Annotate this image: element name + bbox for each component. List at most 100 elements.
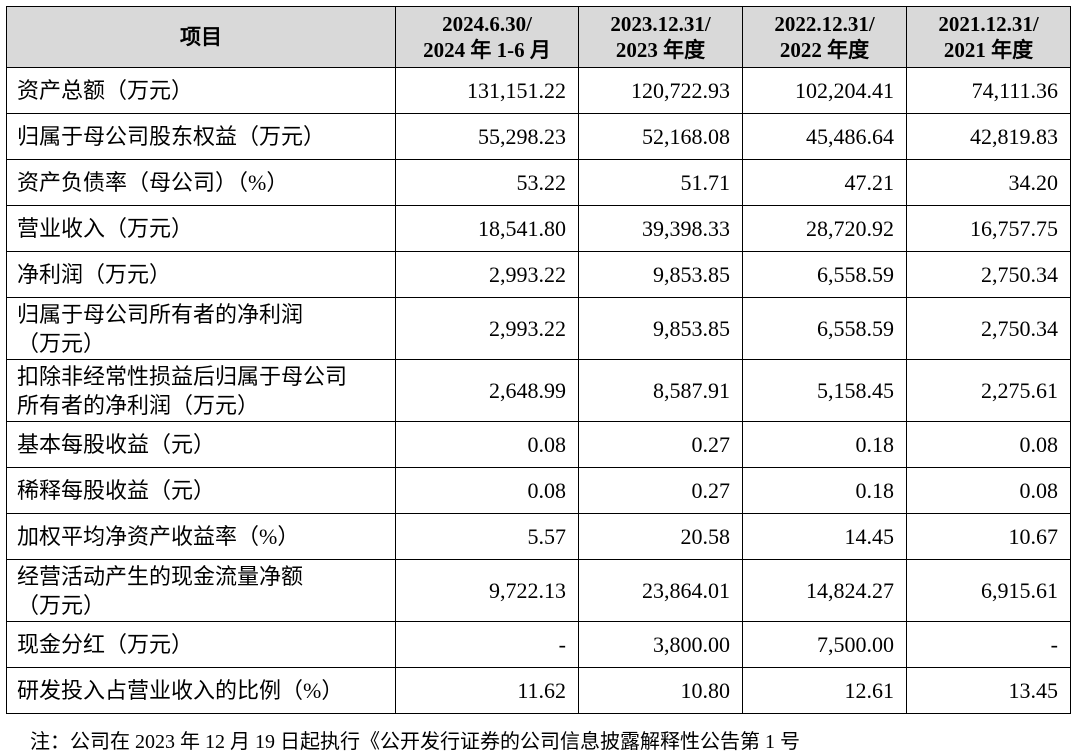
cell-value: 0.08: [395, 421, 579, 468]
header-period-line2: 2024 年 1-6 月: [423, 38, 551, 62]
row-label: 归属于母公司所有者的净利润 （万元）: [6, 297, 396, 360]
cell-value: 42,819.83: [906, 113, 1071, 160]
row-label-line2: （万元）: [17, 330, 106, 356]
row-label: 稀释每股收益（元）: [6, 467, 396, 514]
cell-value: 18,541.80: [395, 205, 579, 252]
header-period-2022: 2022.12.31/2022 年度: [742, 6, 907, 68]
cell-value: 9,722.13: [395, 559, 579, 622]
cell-value: 8,587.91: [578, 359, 743, 422]
cell-value: 2,993.22: [395, 251, 579, 298]
cell-value: 16,757.75: [906, 205, 1071, 252]
cell-value: 0.08: [906, 421, 1071, 468]
cell-value: 6,558.59: [742, 251, 907, 298]
row-label: 经营活动产生的现金流量净额 （万元）: [6, 559, 396, 622]
cell-value: 131,151.22: [395, 67, 579, 114]
header-period-2024h1: 2024.6.30/2024 年 1-6 月: [395, 6, 579, 68]
row-label: 研发投入占营业收入的比例（%）: [6, 667, 396, 714]
cell-value: 53.22: [395, 159, 579, 206]
cell-value: 2,750.34: [906, 251, 1071, 298]
cell-value: 55,298.23: [395, 113, 579, 160]
header-period-line2: 2021 年度: [943, 38, 1034, 62]
cell-value: 12.61: [742, 667, 907, 714]
cell-value: 20.58: [578, 513, 743, 560]
row-label: 基本每股收益（元）: [6, 421, 396, 468]
cell-value: 2,648.99: [395, 359, 579, 422]
cell-value: 0.08: [395, 467, 579, 514]
cell-value: 10.80: [578, 667, 743, 714]
cell-value: 9,853.85: [578, 297, 743, 360]
table-row: 资产总额（万元） 131,151.22 120,722.93 102,204.4…: [6, 67, 1071, 114]
cell-value: 0.18: [742, 467, 907, 514]
header-period-2021: 2021.12.31/2021 年度: [906, 6, 1071, 68]
cell-value: 102,204.41: [742, 67, 907, 114]
table-row: 稀释每股收益（元） 0.08 0.27 0.18 0.08: [6, 467, 1071, 514]
cell-value: 74,111.36: [906, 67, 1071, 114]
cell-value: 0.27: [578, 467, 743, 514]
cell-value: 120,722.93: [578, 67, 743, 114]
table-row: 归属于母公司股东权益（万元） 55,298.23 52,168.08 45,48…: [6, 113, 1071, 160]
table-row: 现金分红（万元） - 3,800.00 7,500.00 -: [6, 621, 1071, 668]
cell-value: 0.08: [906, 467, 1071, 514]
row-label: 资产负债率（母公司）（%）: [6, 159, 396, 206]
cell-value: 3,800.00: [578, 621, 743, 668]
cell-value: 51.71: [578, 159, 743, 206]
cell-value: 2,993.22: [395, 297, 579, 360]
table-header-row: 项目 2024.6.30/2024 年 1-6 月 2023.12.31/202…: [6, 6, 1071, 68]
table-row: 净利润（万元） 2,993.22 9,853.85 6,558.59 2,750…: [6, 251, 1071, 298]
header-period-line1: 2021.12.31/: [938, 12, 1039, 36]
row-label-line1: 归属于母公司所有者的净利润: [17, 301, 304, 327]
row-label-line1: 扣除非经常性损益后归属于母公司: [17, 363, 348, 389]
cell-value: 2,750.34: [906, 297, 1071, 360]
row-label: 加权平均净资产收益率（%）: [6, 513, 396, 560]
cell-value: 6,915.61: [906, 559, 1071, 622]
header-period-line1: 2022.12.31/: [774, 12, 875, 36]
table-row: 加权平均净资产收益率（%） 5.57 20.58 14.45 10.67: [6, 513, 1071, 560]
table-row: 归属于母公司所有者的净利润 （万元） 2,993.22 9,853.85 6,55…: [6, 297, 1071, 360]
financial-data-table: 项目 2024.6.30/2024 年 1-6 月 2023.12.31/202…: [6, 6, 1071, 714]
table-row: 营业收入（万元） 18,541.80 39,398.33 28,720.92 1…: [6, 205, 1071, 252]
cell-value: 10.67: [906, 513, 1071, 560]
cell-value: 34.20: [906, 159, 1071, 206]
cell-value: 2,275.61: [906, 359, 1071, 422]
cell-value: 0.18: [742, 421, 907, 468]
cell-value: 11.62: [395, 667, 579, 714]
row-label: 资产总额（万元）: [6, 67, 396, 114]
header-period-line1: 2024.6.30/: [442, 12, 532, 36]
header-item: 项目: [6, 6, 396, 68]
table-row: 经营活动产生的现金流量净额 （万元） 9,722.13 23,864.01 14,…: [6, 559, 1071, 622]
cell-value: 45,486.64: [742, 113, 907, 160]
row-label-line2: （万元）: [17, 592, 106, 618]
table-row: 基本每股收益（元） 0.08 0.27 0.18 0.08: [6, 421, 1071, 468]
row-label: 归属于母公司股东权益（万元）: [6, 113, 396, 160]
cell-value: 6,558.59: [742, 297, 907, 360]
table-row: 资产负债率（母公司）（%） 53.22 51.71 47.21 34.20: [6, 159, 1071, 206]
row-label-line2: 所有者的净利润（万元）: [17, 392, 260, 418]
cell-value: 39,398.33: [578, 205, 743, 252]
cell-value: 9,853.85: [578, 251, 743, 298]
row-label: 净利润（万元）: [6, 251, 396, 298]
footnote: 注：公司在 2023 年 12 月 19 日起执行《公开发行证券的公司信息披露解…: [30, 731, 800, 753]
header-period-line2: 2023 年度: [615, 38, 706, 62]
header-period-line1: 2023.12.31/: [610, 12, 711, 36]
cell-value: -: [395, 621, 579, 668]
table-row: 扣除非经常性损益后归属于母公司 所有者的净利润（万元） 2,648.99 8,58…: [6, 359, 1071, 422]
cell-value: 14.45: [742, 513, 907, 560]
cell-value: 5.57: [395, 513, 579, 560]
cell-value: 7,500.00: [742, 621, 907, 668]
cell-value: 47.21: [742, 159, 907, 206]
row-label: 营业收入（万元）: [6, 205, 396, 252]
cell-value: 5,158.45: [742, 359, 907, 422]
cell-value: 13.45: [906, 667, 1071, 714]
header-period-line2: 2022 年度: [779, 38, 870, 62]
cell-value: 28,720.92: [742, 205, 907, 252]
table-row: 研发投入占营业收入的比例（%） 11.62 10.80 12.61 13.45: [6, 667, 1071, 714]
row-label: 扣除非经常性损益后归属于母公司 所有者的净利润（万元）: [6, 359, 396, 422]
row-label-line1: 经营活动产生的现金流量净额: [17, 563, 304, 589]
cell-value: 52,168.08: [578, 113, 743, 160]
cell-value: 0.27: [578, 421, 743, 468]
header-period-2023: 2023.12.31/2023 年度: [578, 6, 743, 68]
row-label: 现金分红（万元）: [6, 621, 396, 668]
cell-value: 23,864.01: [578, 559, 743, 622]
cell-value: 14,824.27: [742, 559, 907, 622]
cell-value: -: [906, 621, 1071, 668]
